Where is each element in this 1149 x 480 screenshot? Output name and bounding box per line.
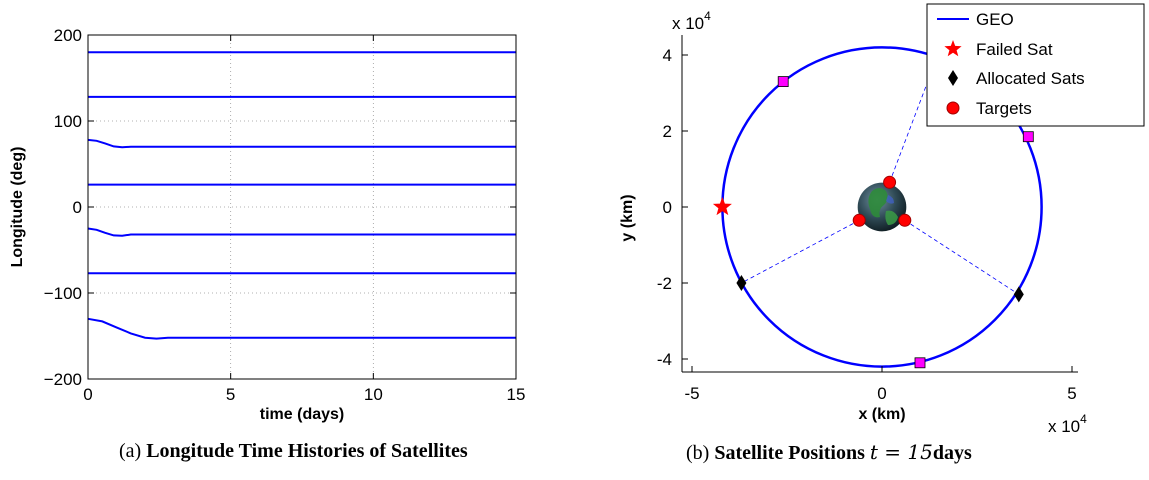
legend-targets-swatch [946,101,960,115]
satellite-square-marker [1022,131,1034,143]
chart-b-ytick-label: -2 [657,274,672,293]
chart-a-ytick-label: −200 [44,370,82,389]
chart-a-xlabel: time (days) [260,406,344,423]
allocated-sat-marker [736,275,747,291]
target-marker [883,175,897,189]
chart-b-xtick-label: 0 [877,384,886,403]
caption-b-unit: days [932,442,972,464]
caption-a: (a) Longitude Time Histories of Satellit… [119,440,468,463]
chart-b-allocation-links [741,56,1020,295]
chart-a-xtick-label: 15 [507,385,526,404]
earth-water [886,195,894,204]
earth-land [868,188,888,218]
legend-box [926,3,1145,127]
target-marker [898,213,912,227]
legend-targets-label: Targets [976,99,1032,118]
chart-b-ytick-label: 0 [663,198,672,217]
legend-allocated-label: Allocated Sats [976,69,1085,88]
chart-b-xtick-label: 5 [1067,384,1076,403]
chart-b-ytick-label: -4 [657,350,672,369]
legend-star-marker [944,40,962,57]
caption-b: (b) Satellite Positions t = 15days [686,440,972,465]
allocation-link [889,56,938,183]
chart-a-series-line [87,227,516,237]
legend-allocated-swatch [948,70,958,86]
allocation-link [904,219,1020,295]
chart-a-xtick-label: 10 [364,385,383,404]
chart-a: 0 5 10 15 −200 −100 0 100 200 time (days) Longit… [9,26,525,423]
chart-a-series-line [87,317,516,340]
chart-a-series-line [87,138,516,149]
chart-a-grid [87,34,517,380]
legend-failed-swatch [944,40,962,57]
chart-a-xtick-label: 5 [226,385,235,404]
chart-a-ylabel: Longitude (deg) [9,147,26,268]
legend-failed-label: Failed Sat [976,40,1053,59]
chart-b-ytick-label: 4 [663,46,672,65]
chart-a-ytick-label: 100 [54,112,82,131]
allocated-sat-marker [1013,286,1024,303]
chart-b-ylabel: y (km) [619,194,636,241]
legend-diamond-marker [948,70,958,86]
legend-geo-label: GEO [976,10,1014,29]
satellite-square-marker [914,357,926,369]
chart-a-xtick-label: 0 [83,385,92,404]
chart-b-ytick-label: 2 [663,122,672,141]
caption-b-title: Satellite Positions [714,442,865,464]
chart-b: -5 0 5 -4 -2 0 2 4 x (km) y (km) x 104 x 104 GE… [619,3,1145,436]
satellite-square-marker [777,76,789,87]
caption-a-label: (a) [119,440,142,462]
chart-b-earth [857,182,907,232]
chart-b-xlabel: x (km) [858,406,905,423]
chart-b-x-exponent: x 104 [1048,412,1087,436]
chart-a-ytick-label: 200 [54,26,82,45]
caption-a-title: Longitude Time Histories of Satellites [146,440,468,462]
chart-a-series [87,51,516,340]
allocation-link [741,219,860,284]
chart-b-legend: GEO Failed Sat Allocated Sats Targets [926,3,1145,127]
chart-b-ticks: -5 0 5 -4 -2 0 2 4 [657,46,1077,403]
target-marker [852,213,866,227]
chart-a-ticks: 0 5 10 15 −200 −100 0 100 200 [44,26,526,404]
caption-b-math: t = 15 [869,440,933,464]
failed-sat-marker [712,197,732,216]
caption-b-label: (b) [686,442,710,464]
chart-a-ytick-label: 0 [73,198,82,217]
earth-land [885,210,898,225]
chart-b-y-exponent: x 104 [672,9,711,33]
chart-b-xtick-label: -5 [684,384,699,403]
chart-a-ytick-label: −100 [44,284,82,303]
